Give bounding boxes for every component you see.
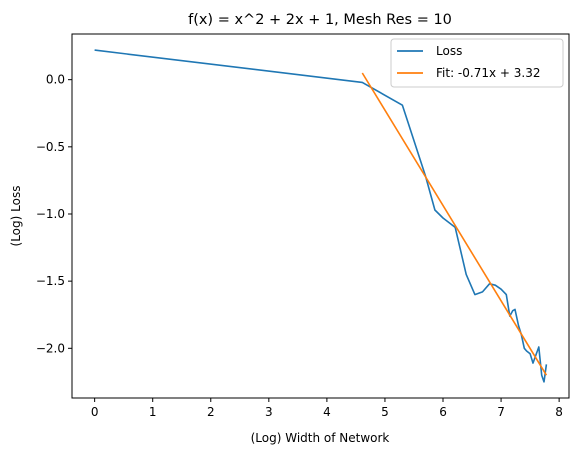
x-tick-label: 5 xyxy=(381,405,389,419)
x-tick-label: 8 xyxy=(555,405,563,419)
legend-label-loss: Loss xyxy=(436,44,462,58)
x-tick-label: 0 xyxy=(91,405,99,419)
x-tick-label: 3 xyxy=(265,405,273,419)
y-tick-label: 0.0 xyxy=(46,73,65,87)
fit-series-line xyxy=(361,72,548,376)
loss-series-line xyxy=(94,49,548,383)
y-tick-label: −1.5 xyxy=(36,274,65,288)
y-tick-label: −2.0 xyxy=(36,341,65,355)
plot-frame xyxy=(71,33,570,399)
plot-series-group xyxy=(94,49,548,383)
y-tick-label: −0.5 xyxy=(36,140,65,154)
legend: Loss Fit: -0.71x + 3.32 xyxy=(390,38,564,88)
x-axis-ticks: 0 1 2 3 4 5 6 7 8 xyxy=(91,398,563,419)
y-tick-label: −1.0 xyxy=(36,207,65,221)
x-tick-label: 7 xyxy=(497,405,505,419)
y-axis-label: (Log) Loss xyxy=(9,186,23,247)
y-axis-ticks: −2.0 −1.5 −1.0 −0.5 0.0 xyxy=(36,73,72,355)
legend-box xyxy=(390,38,564,88)
x-tick-label: 4 xyxy=(323,405,331,419)
x-tick-label: 1 xyxy=(149,405,157,419)
x-axis-label: (Log) Width of Network xyxy=(251,431,390,445)
chart-title: f(x) = x^2 + 2x + 1, Mesh Res = 10 xyxy=(188,12,452,28)
legend-label-fit: Fit: -0.71x + 3.32 xyxy=(436,66,540,80)
x-tick-label: 6 xyxy=(439,405,447,419)
x-tick-label: 2 xyxy=(207,405,215,419)
